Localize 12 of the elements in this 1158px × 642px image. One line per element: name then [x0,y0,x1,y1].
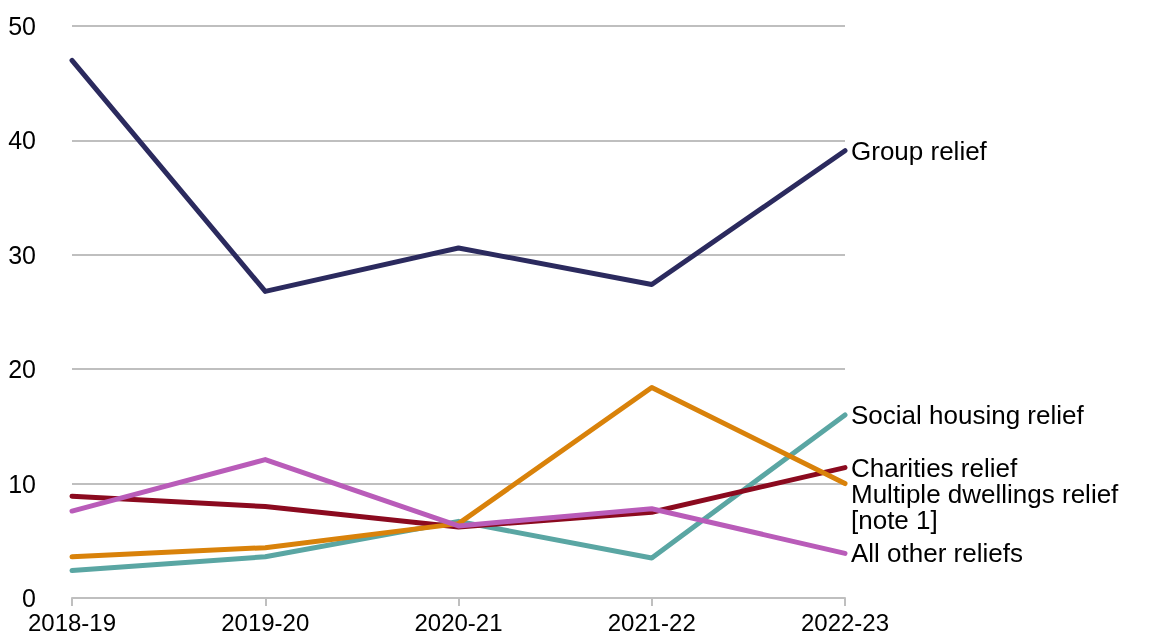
x-tick-label: 2022-23 [800,608,890,636]
x-tick-label: 2021-22 [607,608,696,636]
series-label: Group relief [851,135,988,166]
series-label: All other reliefs [851,538,1023,569]
y-tick-label: 10 [8,469,36,498]
series-label: Social housing relief [851,399,1085,430]
y-tick-label: 50 [8,12,36,40]
y-tick-label: 30 [8,240,36,269]
x-tick-label: 2020-21 [414,608,503,636]
x-tick-label: 2019-20 [221,608,310,636]
y-tick-label: 40 [8,126,36,155]
y-tick-label: 20 [8,355,36,384]
